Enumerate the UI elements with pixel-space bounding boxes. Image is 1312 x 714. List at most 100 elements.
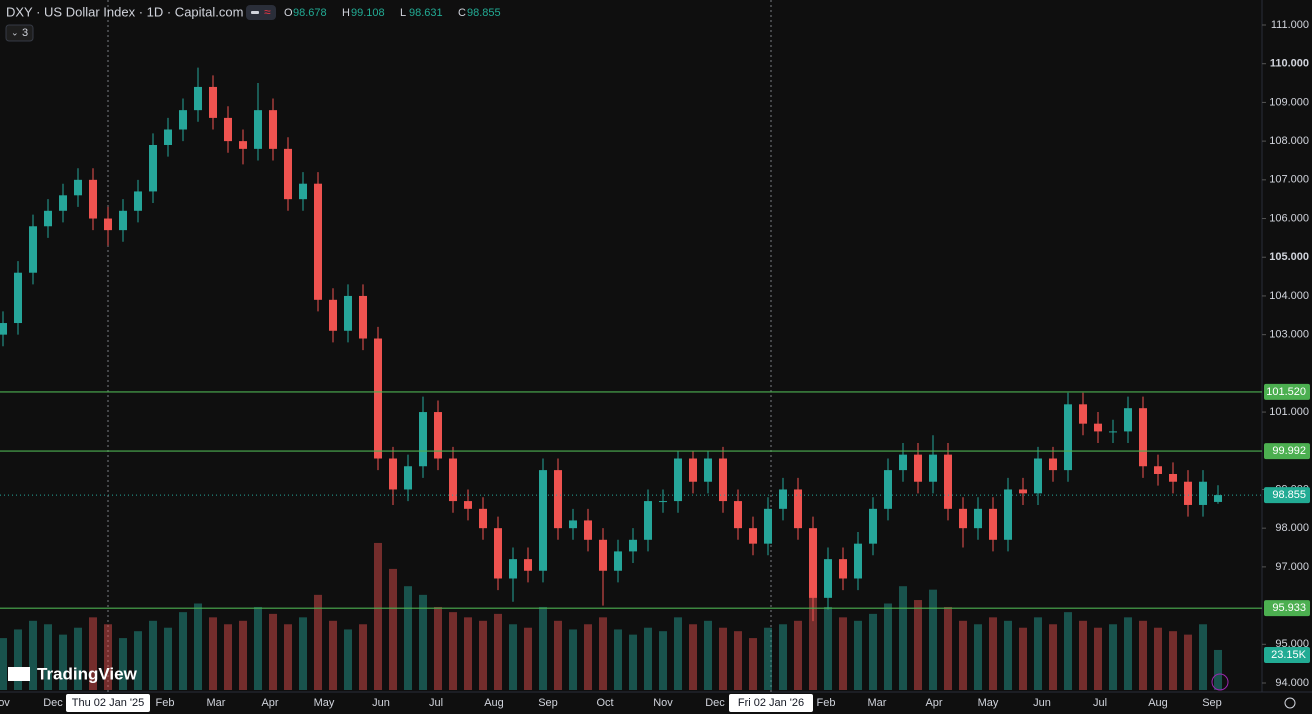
volume-bar [989,617,997,690]
status-wave: ≈ [264,5,271,19]
candle-body [749,528,757,544]
candle-body [224,117,232,142]
ohlc-value: 98.855 [467,7,501,19]
candle-body [614,551,622,571]
y-tick-label: 108.000 [1269,135,1309,147]
x-tick-label: Feb [156,697,175,709]
candle-body [14,272,22,324]
volume-bar [284,624,292,690]
x-tick-label: Aug [484,697,504,709]
crosshair-label: Thu 02 Jan '25 [72,697,144,709]
candle-body [509,559,517,579]
candle-body [719,458,727,502]
candle-body [1064,404,1072,471]
x-tick-label: Apr [925,697,942,709]
crosshair-label: Fri 02 Jan '26 [738,697,804,709]
volume-bar [1124,617,1132,690]
candle-body [284,148,292,200]
candle-body [134,191,142,211]
candle-body [1109,431,1117,433]
x-tick-label: May [978,697,999,709]
y-tick-label: 101.000 [1269,406,1309,418]
candle-body [164,129,172,145]
ohlc-key: L [400,7,406,19]
volume-bar [1199,624,1207,690]
volume-bar [329,620,337,690]
chart-title: DXY · US Dollar Index · 1D · Capital.com [6,4,243,19]
x-tick-label: Jun [372,697,390,709]
volume-bar [59,634,67,690]
level-tag [1264,383,1310,400]
candle-body [374,338,382,459]
volume-bar [434,606,442,690]
candle-body [209,86,217,118]
candle-body [1139,408,1147,467]
level-label: 101.520 [1266,386,1306,398]
candle-body [1049,458,1057,471]
level-tag [1264,600,1310,617]
candle-body [824,559,832,598]
ohlc-value: 98.631 [409,7,443,19]
volume-bar [614,629,622,690]
x-tick-label: Jun [1033,697,1051,709]
candle-body [959,508,967,529]
volume-bar [239,620,247,690]
volume-bar [119,638,127,690]
volume-bar [449,612,457,690]
x-tick-label: Apr [261,697,278,709]
volume-bar [629,634,637,690]
volume-bar [269,613,277,690]
candle-body [974,508,982,529]
x-tick-label: Mar [207,697,226,709]
volume-bar [734,631,742,690]
candle-body [149,144,157,192]
candle-body [0,323,7,335]
volume-bar [479,620,487,690]
ohlc-key: C [458,7,466,19]
crosshair-tag [729,694,813,712]
volume-bar [194,603,202,690]
candle-body [74,179,82,196]
volume-bar [974,624,982,690]
x-tick-label: ov [0,697,10,709]
alert-icon[interactable] [1211,673,1229,691]
volume-bar [749,638,757,690]
candle-body [539,470,547,571]
indicator-count: 3 [22,27,28,39]
volume-bar [1154,627,1162,690]
candle-body [194,86,202,111]
indicator-toggle[interactable] [5,24,34,42]
settings-icon[interactable] [1284,697,1296,709]
y-tick-label: 111.000 [1271,19,1309,31]
volume-bar [149,620,157,690]
candle-body [644,501,652,540]
x-tick-label: Sep [538,697,558,709]
level-label: 95.933 [1272,602,1306,614]
candle-body [524,559,532,571]
volume-tag [1264,647,1310,663]
status-icon[interactable] [246,5,276,20]
volume-bar [929,589,937,690]
volume-bar [509,624,517,690]
volume-bar [179,612,187,690]
x-tick-label: Aug [1148,697,1168,709]
candle-body [1169,473,1177,482]
volume-bar [764,627,772,690]
candle-body [299,183,307,200]
candle-body [944,454,952,509]
y-tick-label: 104.000 [1269,290,1309,302]
candle-body [464,501,472,509]
volume-bar [1049,624,1057,690]
candle-body [584,520,592,540]
volume-bar [314,594,322,690]
volume-bar [584,624,592,690]
candle-body [989,508,997,540]
candle-body [494,528,502,579]
candle-body [434,412,442,459]
candle-body [734,501,742,529]
volume-bar [1139,620,1147,690]
volume-bar [824,606,832,690]
x-tick-label: Nov [653,697,673,709]
candle-body [269,110,277,149]
volume-bar [779,624,787,690]
